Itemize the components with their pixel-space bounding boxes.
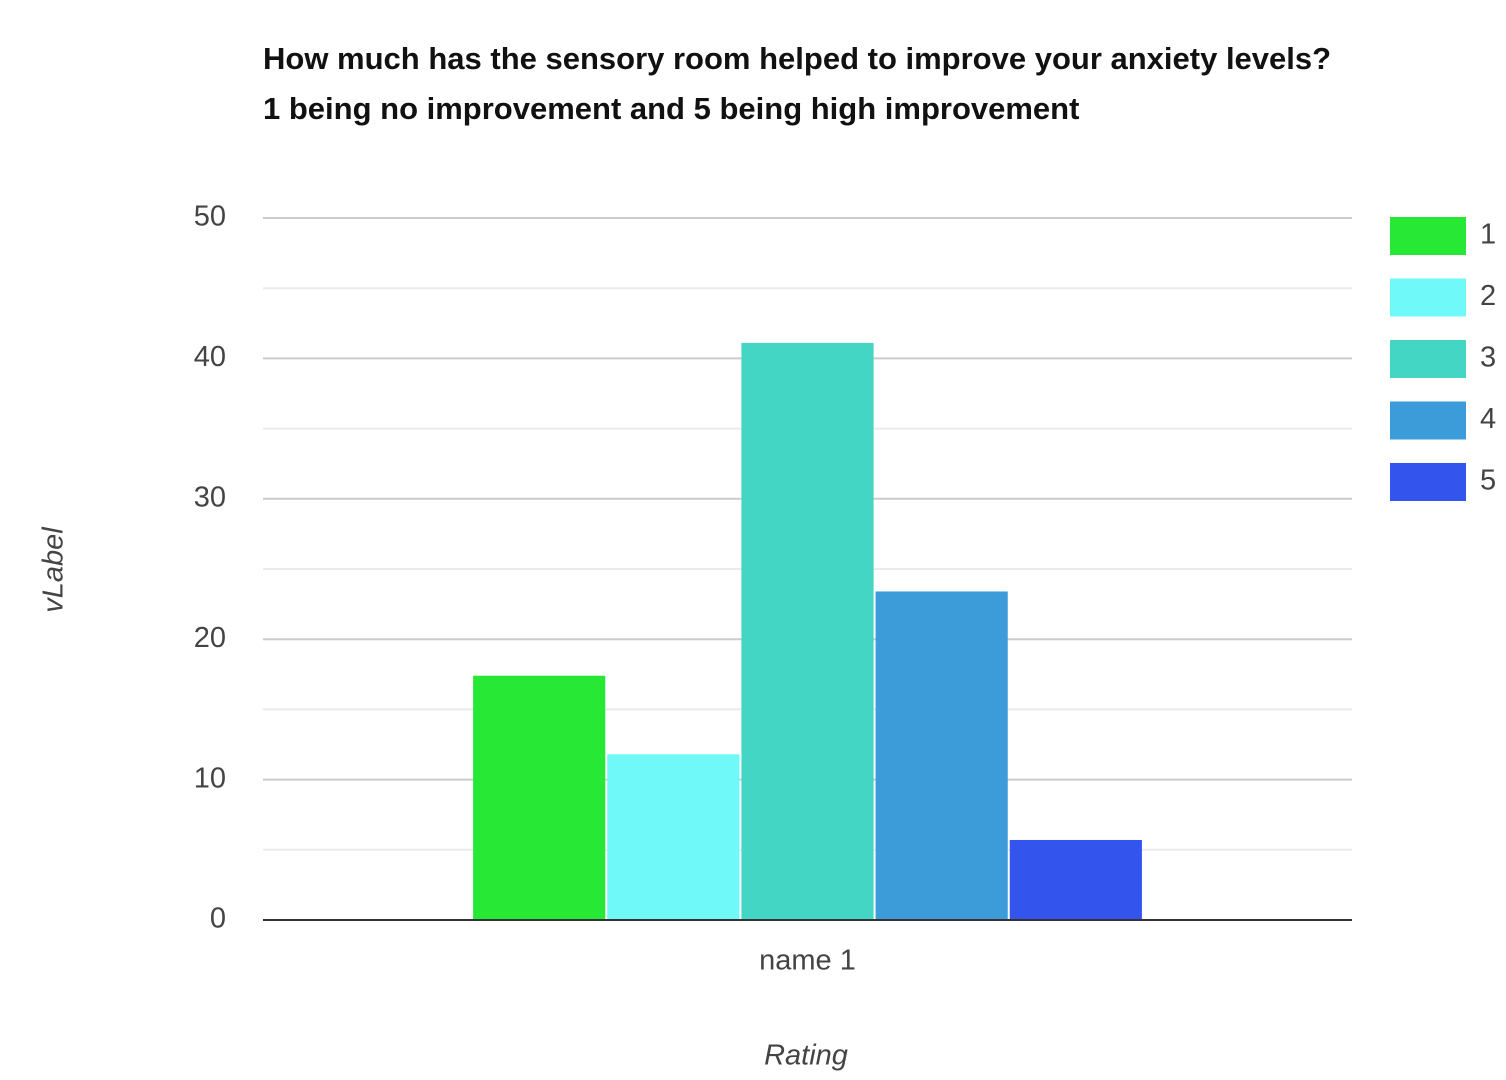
- legend-label: 3: [1480, 342, 1496, 374]
- y-tick-label: 0: [210, 903, 226, 935]
- y-tick-label: 30: [194, 481, 226, 513]
- bar: [473, 675, 606, 920]
- bar: [1009, 839, 1142, 920]
- legend-swatch: [1390, 278, 1466, 317]
- legend-label: 1: [1480, 219, 1496, 251]
- y-tick-label: 40: [194, 341, 226, 373]
- bar: [875, 591, 1008, 920]
- x-axis-title: Rating: [764, 1040, 848, 1072]
- legend-swatch: [1390, 401, 1466, 440]
- legend-swatch: [1390, 340, 1466, 378]
- bar: [607, 754, 740, 920]
- legend-label: 5: [1480, 465, 1496, 497]
- bar: [741, 342, 874, 920]
- y-tick-label: 50: [194, 201, 226, 233]
- y-tick-label: 20: [194, 622, 226, 654]
- legend-label: 2: [1480, 280, 1496, 312]
- y-axis-title: vLabel: [38, 526, 70, 613]
- y-tick-label: 10: [194, 762, 226, 794]
- legend-label: 4: [1480, 403, 1496, 435]
- chart-title: How much has the sensory room helped to …: [263, 41, 1332, 126]
- x-tick-label: name 1: [759, 945, 856, 977]
- legend-swatch: [1390, 217, 1466, 255]
- legend-swatch: [1390, 463, 1466, 501]
